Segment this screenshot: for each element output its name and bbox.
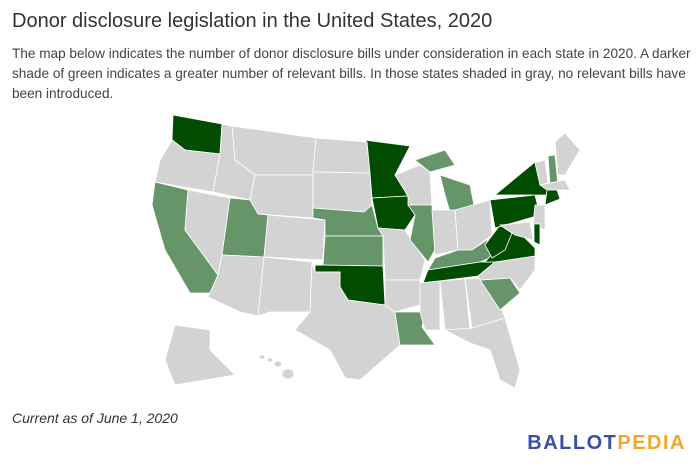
- footnote: Current as of June 1, 2020: [12, 410, 178, 426]
- logo-part-2: PEDIA: [617, 432, 686, 454]
- state-md: [498, 221, 534, 241]
- state-oh: [454, 199, 493, 251]
- state-nd: [312, 137, 371, 174]
- state-ia: [371, 195, 416, 231]
- page-title: Donor disclosure legislation in the Unit…: [12, 10, 493, 32]
- state-hi: [273, 360, 283, 368]
- state-ct: [544, 189, 561, 206]
- state-de: [533, 223, 541, 246]
- state-hi: [266, 357, 274, 363]
- state-mi: [414, 149, 456, 173]
- state-mt: [231, 125, 317, 176]
- state-ms: [419, 280, 441, 331]
- state-pa: [489, 194, 541, 229]
- state-in: [431, 209, 459, 256]
- state-ma: [539, 179, 571, 191]
- state-ak: [164, 324, 236, 386]
- state-sd: [312, 171, 373, 213]
- state-hi: [281, 368, 295, 380]
- state-nm: [257, 256, 313, 317]
- state-ar: [384, 279, 421, 313]
- state-fl: [443, 317, 521, 389]
- state-me: [554, 132, 581, 176]
- ballotpedia-logo: BALLOTPEDIA: [527, 432, 686, 455]
- map-description: The map below indicates the number of do…: [12, 46, 691, 101]
- state-il: [407, 204, 436, 263]
- state-ks: [322, 235, 384, 267]
- state-hi: [258, 354, 266, 360]
- state-al: [439, 278, 471, 331]
- state-wy: [249, 174, 314, 219]
- state-co: [263, 214, 326, 261]
- logo-part-1: BALLOT: [527, 432, 618, 454]
- state-wv: [484, 224, 513, 259]
